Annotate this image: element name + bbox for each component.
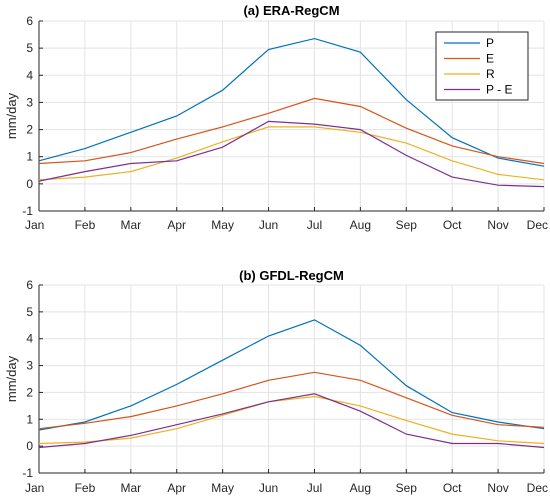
chart-title: (b) GFDL-RegCM [239,268,344,283]
x-tick-label: Jun [259,481,278,495]
x-tick-label: Aug [350,218,371,232]
y-tick-label: 6 [26,14,33,28]
x-tick-label: Jan [25,481,44,495]
series-line-p [38,319,545,431]
x-tick-label: Jul [307,481,322,495]
x-tick-label: Sep [396,481,418,495]
x-tick-label: Aug [350,481,371,495]
x-tick-label: Apr [167,218,186,232]
x-tick-label: Nov [487,218,508,232]
series-line-p-e [38,120,545,188]
y-tick-label: 2 [26,385,33,399]
x-tick-label: Oct [443,218,462,232]
legend-label: P [486,36,494,50]
y-axis-label: mm/day [4,92,19,139]
x-tick-label: Mar [120,218,141,232]
y-tick-label: -1 [22,466,33,480]
y-tick-label: 1 [26,150,33,164]
x-tick-label: May [211,218,234,232]
y-tick-label: 4 [26,332,33,346]
x-tick-label: Sep [396,218,418,232]
y-tick-label: 0 [26,177,33,191]
x-tick-label: Oct [443,481,462,495]
legend-label: E [486,52,494,66]
x-tick-label: Dec [527,481,548,495]
x-tick-label: May [211,481,234,495]
y-tick-label: 4 [26,68,33,82]
series-line-p-e [38,393,545,449]
x-tick-label: Feb [75,218,96,232]
y-tick-label: 6 [26,278,33,292]
y-axis-label: mm/day [4,355,19,402]
legend-label: P - E [486,83,512,97]
series-line-e [38,371,545,430]
legend: PER P - E [435,31,529,101]
series-line-r [38,395,545,445]
x-tick-label: Nov [487,481,508,495]
chart-panel-2: -1 0 1 2 3 4 5 6 Jan Feb Mar Apr May Jun Jul Aug Sep Oct N… [4,268,548,495]
chart-title: (a) ERA-RegCM [243,3,339,18]
y-tick-label: 5 [26,305,33,319]
y-tick-label: 3 [26,359,33,373]
y-tick-label: 1 [26,412,33,426]
y-tick-label: 3 [26,95,33,109]
chart-panel-1: -1 0 1 2 3 4 5 6 Jan Feb Mar Apr May Jun Jul Aug Sep Oct N… [4,3,548,232]
x-tick-label: Apr [167,481,186,495]
series-line-r [38,126,545,181]
x-tick-label: Mar [120,481,141,495]
plot-area [39,285,544,473]
x-tick-label: Dec [527,218,548,232]
x-tick-label: Jan [25,218,44,232]
x-tick-label: Jun [259,218,278,232]
x-tick-label: Feb [75,481,96,495]
y-tick-label: 5 [26,41,33,55]
y-tick-label: -1 [22,204,33,218]
series-line-p [38,37,545,167]
legend-label: R [486,67,495,81]
y-tick-label: 2 [26,123,33,137]
series-line-e [38,97,545,165]
y-tick-label: 0 [26,439,33,453]
x-tick-label: Jul [307,218,322,232]
